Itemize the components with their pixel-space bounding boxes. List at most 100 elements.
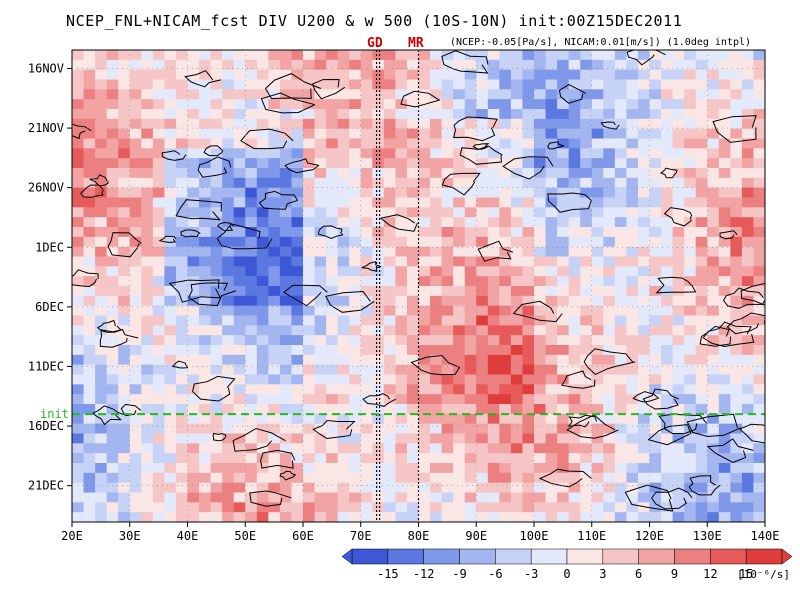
heat-cell [383,345,396,356]
heat-cell [268,217,281,228]
heat-cell [83,413,96,425]
heat-cell [487,482,500,494]
colorbar-tick-label: -6 [488,567,502,581]
heat-cell [406,197,420,208]
heat-cell [637,472,651,484]
heat-cell [279,354,293,366]
heat-cell [233,492,246,503]
heat-cell [337,492,350,503]
heat-cell [118,69,131,81]
heat-cell [545,295,558,307]
heat-cell [637,423,651,435]
heat-cell [222,404,235,415]
heat-cell [730,472,743,484]
heat-cell [187,384,200,395]
heat-cell [152,423,165,435]
heat-cell [637,158,651,169]
heat-cell [141,482,154,494]
heat-cell [603,423,616,435]
heat-cell [337,50,350,61]
heat-cell [187,413,200,425]
heat-cell [649,99,662,110]
contour-line [80,184,104,198]
heat-cell [222,394,235,405]
heat-cell [83,354,96,366]
contour-line [642,388,679,410]
heat-cell [522,374,535,385]
heat-cell [360,168,373,179]
heat-cell [568,79,581,90]
heat-cell [637,79,651,90]
heat-cell [291,59,304,71]
heat-cell [476,423,489,435]
heat-cell [406,177,420,189]
heat-cell [441,266,454,277]
heat-cell [730,177,743,189]
heat-cell [730,128,743,140]
heat-cell [672,512,685,522]
heat-cell [603,433,616,444]
heat-cell [175,89,189,100]
heat-cell [441,335,454,346]
heat-cell [141,305,154,317]
heat-cell [626,394,639,405]
contour-line [538,468,592,488]
heat-cell [649,335,662,346]
heat-cell [395,305,408,317]
heat-cell [603,295,616,307]
heat-cell [314,99,327,110]
heat-cell [568,168,581,179]
heat-cell [83,492,96,503]
heat-cell [268,79,281,90]
heat-cell [395,128,408,140]
heat-cell [187,276,200,287]
heat-cell [372,472,385,484]
contour-line [441,172,481,196]
heat-cell [476,345,489,356]
heat-cell [545,197,558,208]
heat-cell [210,502,223,513]
heat-cell [233,207,246,218]
heat-cell [164,482,177,494]
heat-cell [83,168,96,179]
heat-cell [534,246,547,258]
heat-cell [129,482,142,494]
heat-cell [222,128,235,140]
heat-cell [129,246,142,258]
heat-cell [164,59,177,71]
heat-cell [510,286,524,297]
heat-cell [349,138,362,149]
heat-cell [430,207,443,218]
heat-cell [118,345,131,356]
heat-cell [707,118,720,130]
heat-cell [545,305,558,317]
heat-cell [303,177,316,189]
heat-cell [141,443,154,454]
heat-cell [591,50,604,61]
heat-cell [557,236,570,248]
heat-cell [730,50,743,61]
heat-cell [175,128,189,140]
heat-cell [222,345,235,356]
heat-cell [349,59,362,71]
heat-cell [303,433,316,444]
heat-cell [591,305,604,317]
heat-cell [464,404,477,415]
heat-cell [487,512,500,522]
heat-cell [210,217,223,228]
heat-cell [534,404,547,415]
heat-cell [118,197,131,208]
heat-cell [245,276,258,287]
heat-cell [72,482,85,494]
contour-line [216,221,234,232]
heat-cell [730,217,743,228]
heat-cell [303,345,316,356]
heat-cell [545,482,558,494]
heat-cell [499,177,512,189]
heat-cell [118,384,131,395]
heat-cell [395,79,408,90]
heat-cell [591,354,604,366]
x-tick-label: 120E [635,529,664,543]
heat-cell [164,246,177,258]
heat-cell [349,423,362,435]
